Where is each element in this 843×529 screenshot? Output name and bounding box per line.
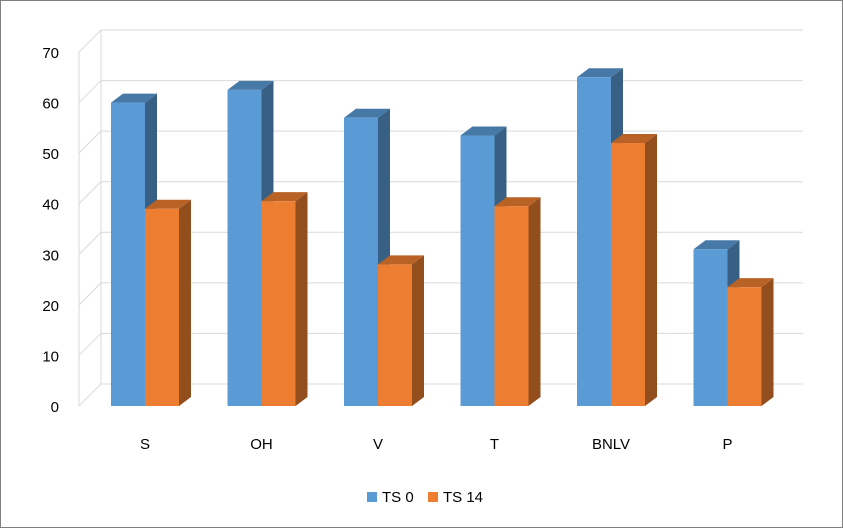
- gridline-depth: [78, 282, 102, 306]
- bar-top-face: [378, 255, 424, 265]
- x-category-label: V: [373, 436, 383, 453]
- y-tick-label: 0: [51, 399, 59, 416]
- y-axis-tick-labels: 0 10 20 30 40 50 60 70: [42, 45, 59, 416]
- bar-top-face: [494, 197, 541, 207]
- bar-side-face: [179, 199, 191, 406]
- bar-ts-14-s: [145, 199, 191, 406]
- bar-side-face: [761, 278, 774, 406]
- x-category-label: BNLV: [592, 436, 630, 453]
- gridline-depth: [78, 29, 102, 53]
- bar-top-face: [344, 108, 390, 118]
- bar-front-face: [460, 135, 495, 406]
- bar-top-face: [261, 192, 308, 202]
- legend-swatch: [428, 492, 438, 502]
- bar-side-face: [412, 255, 424, 406]
- bar-front-face: [111, 102, 145, 407]
- gridline-depth: [78, 130, 102, 154]
- legend-swatch: [367, 492, 377, 502]
- gridline-depth: [78, 333, 102, 356]
- bar-front-face: [577, 77, 611, 407]
- x-category-label: T: [490, 436, 499, 453]
- gridline-depth: [78, 80, 102, 103]
- plot-back-wall: [78, 30, 102, 406]
- x-category-label: OH: [250, 436, 273, 453]
- bar-front-face: [227, 89, 262, 406]
- bar-top-face: [693, 240, 740, 250]
- legend-item-ts-14: TS 14: [428, 489, 483, 506]
- bar-top-face: [227, 80, 274, 90]
- bar-front-face: [494, 206, 529, 406]
- bar-ts-0-v: [344, 108, 390, 406]
- bar-front-face: [378, 264, 412, 406]
- bar-front-face: [145, 208, 179, 406]
- bar-front-face: [727, 287, 762, 406]
- y-tick-label: 10: [42, 348, 59, 365]
- y-tick-label: 30: [42, 247, 59, 264]
- bar-ts-14-p: [727, 278, 774, 406]
- bar-top-face: [111, 93, 157, 103]
- legend-item-ts-0: TS 0: [367, 489, 414, 506]
- bar-front-face: [344, 117, 378, 406]
- gridline-depth: [78, 383, 102, 407]
- bar-top-face: [727, 278, 774, 288]
- x-axis-category-labels: S OH V T BNLV P: [140, 436, 733, 453]
- legend: TS 0 TS 14: [367, 489, 483, 506]
- bar-ts-14-oh: [261, 192, 308, 406]
- y-tick-label: 40: [42, 197, 59, 214]
- bar-top-face: [611, 134, 657, 144]
- bar-side-face: [295, 192, 308, 406]
- bar-top-face: [145, 199, 191, 209]
- bar-side-face: [645, 134, 657, 406]
- x-category-label: S: [140, 436, 150, 453]
- bar-front-face: [261, 201, 296, 406]
- bar-front-face: [611, 143, 645, 406]
- bar-ts-14-v: [378, 255, 424, 406]
- y-tick-label: 50: [42, 146, 59, 163]
- y-tick-label: 60: [42, 96, 59, 113]
- y-tick-label: 20: [42, 298, 59, 315]
- x-category-label: P: [722, 436, 732, 453]
- gridline-depth: [78, 231, 102, 255]
- gridlines: [78, 29, 803, 407]
- bar-front-face: [693, 249, 728, 406]
- legend-label: TS 14: [443, 489, 483, 506]
- legend-label: TS 0: [382, 489, 414, 506]
- y-tick-label: 70: [42, 45, 59, 62]
- gridline-depth: [78, 181, 102, 205]
- bar-top-face: [460, 126, 507, 136]
- bar-top-face: [577, 68, 623, 78]
- bars: [111, 68, 774, 407]
- bar-ts-14-t: [494, 197, 541, 406]
- bar-side-face: [528, 197, 541, 406]
- bar-ts-14-bnlv: [611, 134, 657, 406]
